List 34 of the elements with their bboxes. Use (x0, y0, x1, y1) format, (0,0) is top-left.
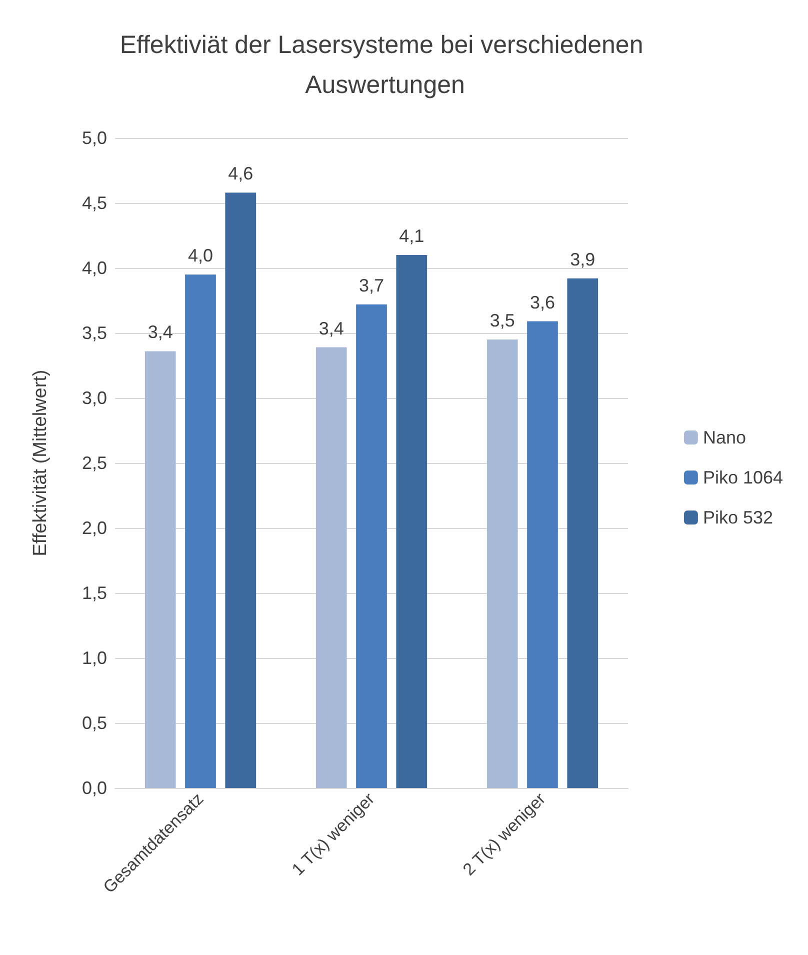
y-tick-label: 0,5 (82, 713, 107, 733)
y-tick-label: 3,0 (82, 388, 107, 408)
y-axis-title: Effektivität (Mittelwert) (30, 370, 51, 556)
bar (185, 274, 216, 788)
data-label: 3,6 (530, 292, 556, 312)
data-label: 4,6 (228, 164, 254, 184)
data-label: 3,4 (148, 322, 173, 342)
legend-label: Piko 532 (702, 508, 774, 528)
data-label: 4,0 (188, 246, 214, 266)
y-tick-label: 3,5 (82, 323, 107, 343)
bar (567, 278, 598, 788)
legend-label: Piko 1064 (702, 468, 784, 488)
data-label: 3,9 (570, 249, 596, 270)
y-tick-label: 2,5 (82, 453, 107, 473)
y-tick-label: 2,0 (82, 518, 107, 538)
chart-title: Effektiviät der Lasersysteme bei verschiedenen Auswertungen (120, 31, 650, 99)
y-tick-label: 0,0 (82, 778, 107, 798)
data-label: 3,4 (318, 318, 344, 338)
y-tick-label: 4,5 (82, 193, 107, 213)
legend-label: Nano (702, 428, 746, 448)
data-label: 3,5 (490, 310, 515, 330)
bar (144, 351, 176, 788)
y-tick-label: 5,0 (82, 128, 107, 148)
y-tick-label: 1,5 (82, 583, 107, 603)
data-label: 4,1 (399, 226, 424, 246)
bar (225, 192, 256, 788)
bar (356, 304, 387, 788)
bar (396, 255, 428, 788)
bar (527, 321, 558, 788)
y-tick-label: 1,0 (82, 648, 107, 668)
y-tick-label: 4,0 (82, 258, 107, 278)
data-label: 3,7 (358, 275, 384, 296)
bar (316, 347, 347, 788)
bar (486, 340, 518, 788)
